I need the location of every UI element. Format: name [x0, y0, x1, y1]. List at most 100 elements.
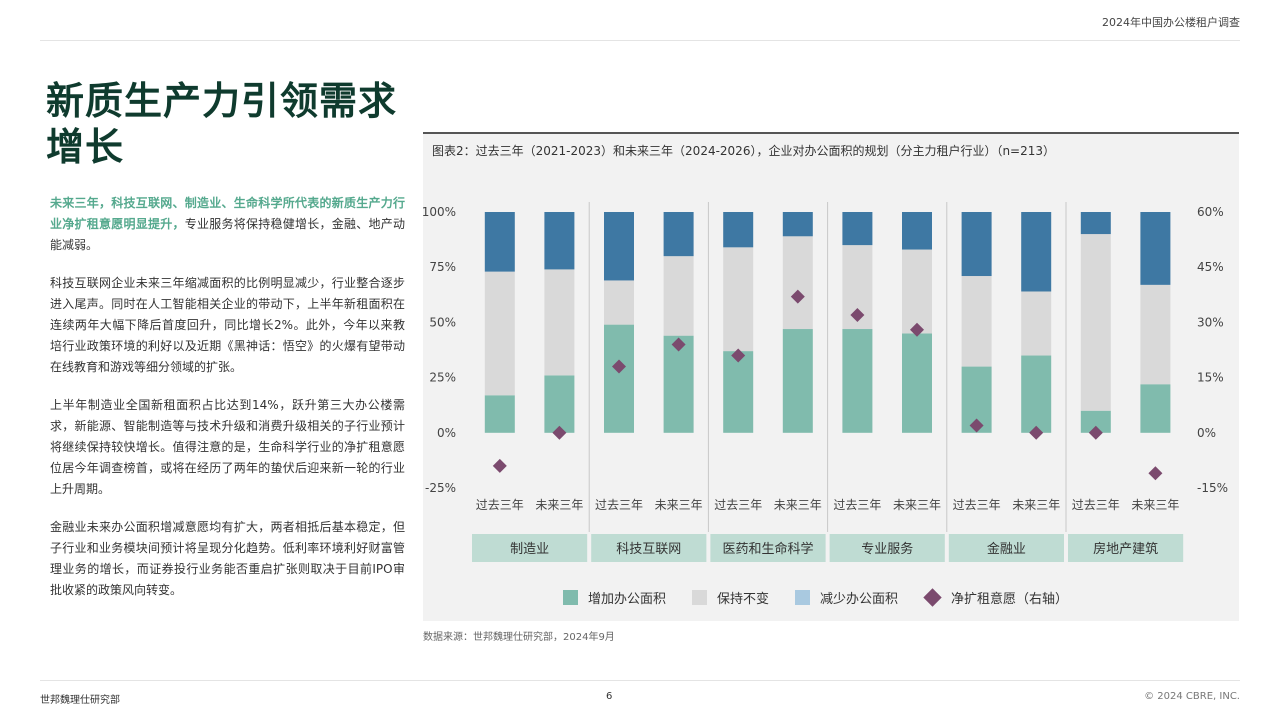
bar-segment-increase — [663, 335, 694, 433]
legend-label-increase: 增加办公面积 — [588, 592, 667, 607]
bar-segment-increase — [604, 324, 634, 433]
paragraph-3: 上半年制造业全国新租面积占比达到14%，跃升第三大办公楼需求，新能源、智能制造等… — [50, 398, 405, 496]
y-left-tick-label: 25% — [429, 371, 456, 385]
bar-segment-decrease — [544, 212, 575, 270]
paragraph-4: 金融业未来办公面积增减意愿均有扩大，两者相抵后基本稳定，但子行业和业务模块间预计… — [50, 520, 405, 597]
net-expansion-point — [612, 359, 626, 374]
x-tick-label: 未来三年 — [535, 498, 583, 512]
bar-segment-unchanged — [1140, 284, 1171, 385]
page-title: 新质生产力引领需求增长 — [46, 78, 398, 169]
y-left-tick-label: 0% — [437, 426, 456, 440]
y-right-tick-label: -15% — [1197, 481, 1228, 495]
legend-item-net: 净扩租意愿（右轴） — [923, 588, 1069, 607]
group-label: 医药和生命科学 — [722, 541, 813, 557]
group-label: 专业服务 — [861, 541, 913, 557]
legend-label-unchanged: 保持不变 — [717, 592, 770, 607]
bar-segment-decrease — [1140, 212, 1171, 285]
legend-swatch-unchanged — [692, 590, 708, 605]
x-tick-label: 未来三年 — [774, 498, 822, 512]
group-band — [1068, 534, 1184, 562]
copyright: © 2024 CBRE, INC. — [1144, 691, 1240, 702]
stacked-bar-chart: 100% 75% 50% 25% 0% -25% 60% 45% 30% 15% 0% -15% 过去三… — [423, 202, 1228, 562]
x-tick-label: 过去三年 — [953, 498, 1001, 512]
legend-swatch-decrease — [795, 590, 811, 605]
x-tick-label: 未来三年 — [1012, 498, 1060, 512]
legend-swatch-increase — [563, 590, 578, 605]
header-divider — [40, 40, 1240, 41]
net-expansion-point — [969, 418, 984, 433]
net-expansion-point — [492, 458, 507, 473]
y-right-tick-label: 45% — [1197, 260, 1224, 274]
report-name: 2024年中国办公楼租户调查 — [1102, 16, 1240, 29]
bar-segment-decrease — [782, 212, 813, 237]
bar-segment-decrease — [723, 212, 754, 248]
net-expansion-point — [1088, 425, 1103, 440]
footer-publisher: 世邦魏理仕研究部 — [40, 695, 120, 706]
y-right-tick-label: 0% — [1197, 426, 1216, 440]
bar-segment-decrease — [604, 212, 634, 281]
x-tick-label: 未来三年 — [1131, 498, 1179, 512]
net-expansion-point — [671, 337, 686, 352]
bar-segment-unchanged — [1021, 291, 1052, 356]
bar-segment-increase — [1021, 355, 1052, 433]
legend-diamond-icon — [923, 588, 942, 607]
net-expansion-point — [1148, 466, 1163, 481]
bar-segment-decrease — [663, 212, 694, 257]
group-band — [829, 534, 945, 562]
bar-segment-increase — [902, 333, 932, 433]
bar-segment-decrease — [1021, 212, 1052, 292]
page-number: 6 — [606, 691, 613, 702]
y-left-tick-label: 75% — [429, 260, 456, 274]
bar-segment-unchanged — [663, 256, 694, 336]
group-band — [710, 534, 826, 562]
lead-text: 未来三年，科技互联网、制造业、生命科学所代表的新质生产力行业净扩租意愿明显提升， — [50, 196, 405, 231]
group-label: 制造业 — [510, 542, 549, 557]
y-left-tick-label: -25% — [425, 481, 456, 495]
bar-segment-increase — [544, 375, 575, 433]
bar-segment-increase — [723, 351, 754, 433]
net-expansion-point — [910, 322, 924, 337]
bar-segment-increase — [1080, 410, 1111, 433]
paragraph-1-rest: 专业服务将保持稳健增长，金融、地产动能减弱。 — [50, 216, 405, 252]
group-label: 房地产建筑 — [1093, 541, 1158, 557]
net-expansion-point — [850, 308, 865, 323]
bar-segment-decrease — [902, 212, 932, 250]
bar-segment-unchanged — [902, 249, 932, 334]
chart-title: 图表2：过去三年（2021-2023）和未来三年（2024-2026），企业对办… — [432, 144, 1056, 158]
x-tick-label: 未来三年 — [893, 498, 941, 512]
bar-segment-decrease — [961, 212, 992, 277]
legend-item-decrease: 减少办公面积 — [795, 588, 898, 607]
net-expansion-point — [1029, 425, 1044, 440]
x-tick-label: 过去三年 — [714, 498, 762, 512]
y-right-tick-label: 60% — [1197, 205, 1224, 219]
x-tick-label: 过去三年 — [476, 498, 524, 512]
bar-segment-unchanged — [1080, 234, 1111, 411]
y-right-tick-label: 30% — [1197, 315, 1224, 329]
bar-segment-increase — [782, 329, 813, 433]
y-right-tick-label: 15% — [1197, 371, 1224, 385]
bar-segment-increase — [484, 395, 515, 433]
footer-divider — [40, 680, 1240, 681]
bar-segment-decrease — [1080, 212, 1111, 235]
legend-label-net: 净扩租意愿（右轴） — [951, 592, 1069, 607]
paragraph-1: 未来三年，科技互联网、制造业、生命科学所代表的新质生产力行业净扩租意愿明显提升，… — [50, 193, 405, 255]
bar-segment-unchanged — [961, 276, 992, 367]
x-tick-label: 未来三年 — [655, 498, 703, 512]
group-band — [472, 534, 588, 562]
group-band — [948, 534, 1064, 562]
net-expansion-point — [731, 348, 746, 363]
legend-label-decrease: 减少办公面积 — [820, 592, 899, 607]
bar-segment-unchanged — [604, 280, 634, 325]
bar-segment-increase — [842, 329, 873, 433]
x-tick-label: 过去三年 — [595, 498, 643, 512]
x-tick-label: 过去三年 — [1072, 498, 1120, 512]
group-label: 科技互联网 — [616, 542, 681, 557]
body-text: 未来三年，科技互联网、制造业、生命科学所代表的新质生产力行业净扩租意愿明显提升，… — [50, 193, 405, 619]
bar-segment-decrease — [842, 212, 873, 246]
bar-segment-unchanged — [484, 271, 515, 396]
bar-segment-unchanged — [544, 269, 575, 376]
group-band — [591, 534, 707, 562]
bar-segment-decrease — [484, 212, 515, 272]
y-left-tick-label: 100% — [423, 205, 456, 219]
bar-segment-unchanged — [782, 236, 813, 330]
